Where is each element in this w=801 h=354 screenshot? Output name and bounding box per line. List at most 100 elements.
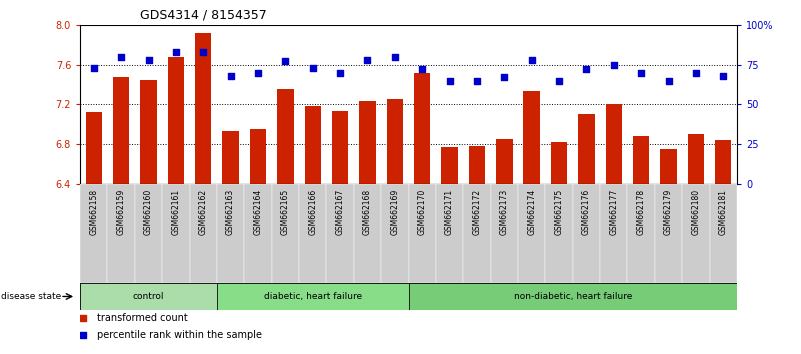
Text: transformed count: transformed count <box>97 313 187 323</box>
Bar <box>359 102 376 184</box>
Text: GSM662171: GSM662171 <box>445 189 454 235</box>
Point <box>416 67 429 72</box>
Text: GSM662169: GSM662169 <box>390 189 400 235</box>
Bar <box>524 91 540 184</box>
Bar <box>496 139 513 184</box>
Bar <box>167 57 184 184</box>
Text: GSM662170: GSM662170 <box>417 189 427 235</box>
Text: GSM662166: GSM662166 <box>308 189 317 235</box>
Bar <box>606 104 622 184</box>
Text: disease state: disease state <box>1 292 61 301</box>
Bar <box>436 184 463 283</box>
Bar <box>299 184 327 283</box>
Bar <box>272 184 299 283</box>
Bar <box>277 90 294 184</box>
Bar <box>715 140 731 184</box>
Bar <box>682 184 710 283</box>
Text: GSM662163: GSM662163 <box>226 189 235 235</box>
Bar <box>217 283 409 310</box>
Point <box>717 73 730 79</box>
Point <box>197 49 210 55</box>
Text: GSM662160: GSM662160 <box>144 189 153 235</box>
Bar <box>409 283 737 310</box>
Bar <box>627 184 655 283</box>
Bar <box>490 184 518 283</box>
Bar <box>113 76 130 184</box>
Bar <box>687 134 704 184</box>
Text: GSM662168: GSM662168 <box>363 189 372 235</box>
Text: GSM662172: GSM662172 <box>473 189 481 235</box>
Bar <box>441 147 458 184</box>
Bar <box>190 184 217 283</box>
Point <box>87 65 100 70</box>
Point <box>268 59 280 65</box>
Point <box>690 70 702 75</box>
Bar <box>86 113 102 184</box>
Bar <box>135 184 162 283</box>
Point <box>115 54 127 59</box>
Text: GSM662179: GSM662179 <box>664 189 673 235</box>
Bar <box>217 184 244 283</box>
Text: GSM662165: GSM662165 <box>281 189 290 235</box>
Point <box>607 62 620 67</box>
Text: GSM662158: GSM662158 <box>89 189 99 235</box>
Bar <box>195 33 211 184</box>
Point <box>224 73 237 79</box>
Bar <box>600 184 627 283</box>
Point <box>525 57 538 63</box>
Text: GSM662177: GSM662177 <box>610 189 618 235</box>
Bar <box>80 184 107 283</box>
Text: GSM662159: GSM662159 <box>117 189 126 235</box>
Bar <box>354 184 381 283</box>
Text: control: control <box>133 292 164 301</box>
Bar <box>223 131 239 184</box>
Bar <box>633 136 650 184</box>
Text: GSM662180: GSM662180 <box>691 189 700 235</box>
Point <box>580 67 593 72</box>
Bar <box>107 184 135 283</box>
Text: GSM662176: GSM662176 <box>582 189 591 235</box>
Point <box>443 78 456 83</box>
Bar <box>250 129 266 184</box>
Bar <box>518 184 545 283</box>
Bar <box>545 184 573 283</box>
Text: GSM662178: GSM662178 <box>637 189 646 235</box>
Bar <box>710 184 737 283</box>
Bar <box>387 99 403 184</box>
Text: GSM662161: GSM662161 <box>171 189 180 235</box>
Text: GSM662175: GSM662175 <box>554 189 564 235</box>
Bar <box>409 184 436 283</box>
Bar <box>162 184 190 283</box>
Point <box>498 74 511 80</box>
Point <box>388 54 401 59</box>
Text: GSM662167: GSM662167 <box>336 189 344 235</box>
Point <box>268 218 280 224</box>
Bar <box>551 142 567 184</box>
Bar <box>332 112 348 184</box>
Text: GSM662164: GSM662164 <box>253 189 263 235</box>
Point <box>279 58 292 64</box>
Bar <box>463 184 490 283</box>
Text: diabetic, heart failure: diabetic, heart failure <box>264 292 362 301</box>
Point <box>306 65 319 70</box>
Bar <box>140 80 157 184</box>
Bar <box>573 184 600 283</box>
Bar <box>304 107 321 184</box>
Bar <box>381 184 409 283</box>
Bar <box>469 146 485 184</box>
Text: percentile rank within the sample: percentile rank within the sample <box>97 330 261 340</box>
Point <box>142 57 155 63</box>
Point <box>553 78 566 83</box>
Point <box>252 70 264 75</box>
Bar <box>244 184 272 283</box>
Point <box>634 70 647 75</box>
Point <box>662 78 675 83</box>
Point <box>334 70 347 75</box>
Bar <box>414 73 430 184</box>
Text: GSM662174: GSM662174 <box>527 189 536 235</box>
Text: GSM662162: GSM662162 <box>199 189 207 235</box>
Bar <box>660 149 677 184</box>
Text: GSM662173: GSM662173 <box>500 189 509 235</box>
Bar <box>578 114 594 184</box>
Point <box>470 78 483 83</box>
